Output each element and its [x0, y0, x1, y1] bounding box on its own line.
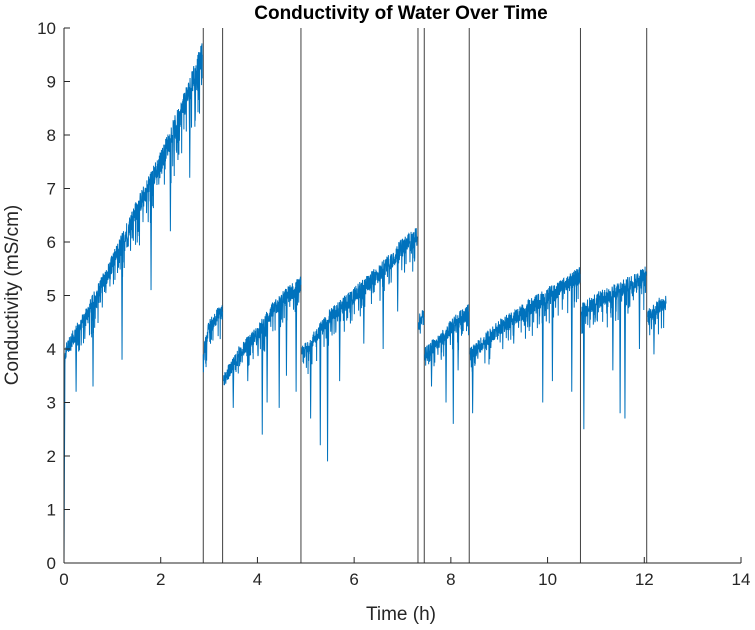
series-segment-0 — [63, 43, 203, 564]
x-axis-label: Time (h) — [366, 604, 436, 625]
series-segment-6 — [469, 267, 581, 372]
series-dip — [278, 303, 281, 408]
series-dip — [362, 286, 365, 344]
y-tick-label: 5 — [47, 287, 56, 306]
series-dip — [652, 310, 656, 355]
series-dip — [452, 324, 455, 424]
y-tick-label: 1 — [47, 501, 56, 520]
series-dip — [169, 138, 172, 232]
series-dip — [121, 241, 124, 360]
axes — [63, 27, 742, 564]
series-dip — [541, 298, 544, 403]
x-tick-label: 6 — [349, 570, 358, 589]
series-dip — [430, 347, 433, 387]
series-dip — [246, 343, 249, 382]
x-tick-label: 4 — [253, 570, 262, 589]
y-tick-label: 2 — [47, 447, 56, 466]
y-tick-label: 9 — [47, 73, 56, 92]
series-dip — [295, 288, 298, 392]
series-dip — [75, 332, 78, 392]
series-dip — [266, 318, 269, 403]
series-dip — [457, 320, 460, 371]
series-dip — [232, 363, 235, 408]
series-dip — [92, 301, 95, 387]
y-tick-label: 6 — [47, 233, 56, 252]
y-tick-label: 3 — [47, 394, 56, 413]
series-dip — [326, 320, 329, 462]
series-dip — [512, 317, 515, 344]
y-tick-label: 8 — [47, 126, 56, 145]
series-dip — [582, 309, 585, 430]
series-dip — [309, 342, 312, 419]
x-tick-label: 10 — [538, 570, 557, 589]
series-segment-8 — [647, 295, 667, 336]
series-dip — [488, 336, 491, 355]
series-dip — [382, 268, 385, 350]
series-dip — [338, 308, 341, 382]
series-dip — [638, 278, 641, 350]
series-dip — [261, 325, 264, 435]
series-dip — [611, 293, 614, 371]
plot-area — [63, 28, 667, 564]
series-segment-4 — [417, 310, 425, 334]
series-dip — [319, 329, 322, 446]
x-tick-label: 2 — [156, 570, 165, 589]
y-axis-label: Conductivity (mS/cm) — [2, 205, 23, 386]
y-tick-label: 0 — [47, 554, 56, 573]
series-dip — [623, 287, 627, 419]
y-tick-label: 10 — [37, 19, 56, 38]
series-dip — [445, 332, 448, 403]
chart-title: Conductivity of Water Over Time — [254, 3, 548, 24]
series-dip — [150, 181, 153, 291]
series-dip — [188, 89, 191, 178]
series-dip — [396, 252, 399, 312]
series-segment-7 — [580, 266, 647, 334]
series-segment-1 — [202, 305, 224, 373]
series-dip — [471, 352, 474, 414]
series-dip — [619, 290, 622, 414]
series-dip — [570, 280, 573, 392]
x-tick-label: 8 — [446, 570, 455, 589]
series-dip — [285, 295, 288, 376]
x-tick-label: 14 — [732, 570, 751, 589]
series-dip — [551, 292, 554, 382]
series-segment-3 — [301, 228, 418, 375]
x-tick-label: 12 — [635, 570, 654, 589]
x-tick-label: 0 — [59, 570, 68, 589]
y-tick-label: 4 — [47, 340, 56, 359]
y-tick-label: 7 — [47, 180, 56, 199]
